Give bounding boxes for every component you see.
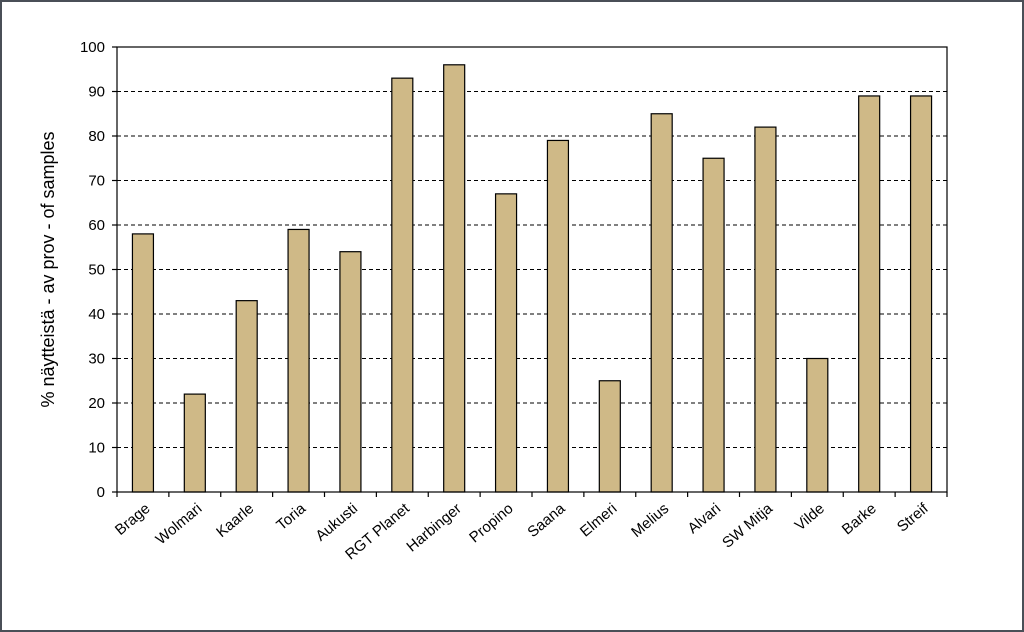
bar-aukusti [339,251,362,493]
x-tick-label: Streif [894,500,932,536]
y-tick-label: 40 [88,306,105,323]
bar-wolmari [183,393,206,493]
x-tick-label: Harbinger [403,500,464,555]
x-tick-label: Aukusti [312,500,361,545]
y-tick-label: 0 [97,484,105,501]
y-axis-title: % näytteistä - av prov - of samples [38,131,58,407]
bar-saana [546,139,570,493]
bars [131,64,933,493]
y-tick-labels: 0 10 20 30 40 50 60 70 80 90 100 [80,39,105,501]
y-tick-label: 50 [88,262,105,279]
bar-propino [494,193,518,493]
y-tick-label: 70 [88,173,105,190]
x-tick-label: Melius [628,500,672,541]
x-tick-label: Kaarle [213,500,257,541]
x-tick-label: Wolmari [153,500,206,548]
y-tick-label: 60 [88,217,105,234]
y-tick-label: 10 [88,440,105,457]
bar-melius [650,113,673,493]
x-tick-label: Toria [273,500,309,534]
x-tick-label: Elmeri [577,500,620,540]
bar-toria [287,228,310,493]
bar-harbinger [443,64,466,493]
x-tick-label: Alvari [684,500,724,537]
x-tick-label: Brage [112,500,154,539]
gridlines [117,91,947,448]
x-tick-label: Saana [524,500,569,541]
axes [112,46,948,497]
bar-streif [909,95,933,493]
x-tick-label: Propino [466,500,517,546]
y-tick-label: 80 [88,128,105,145]
bar-brage [131,233,155,493]
y-tick-label: 100 [80,39,105,56]
bar-vilde [806,357,829,493]
bar-alvari [702,157,725,493]
y-tick-label: 90 [88,84,105,101]
y-tick-label: 30 [88,351,105,368]
bar-barke [858,95,881,493]
y-tick-label: 20 [88,395,105,412]
bar-kaarle [235,300,258,493]
bar-sw-mitja [754,126,777,493]
bar-elmeri [598,380,621,493]
x-tick-label: SW Mitja [719,500,776,552]
x-tick-label: Barke [839,500,880,538]
x-tick-label: Vilde [792,500,828,534]
bar-rgt-planet [391,77,414,493]
